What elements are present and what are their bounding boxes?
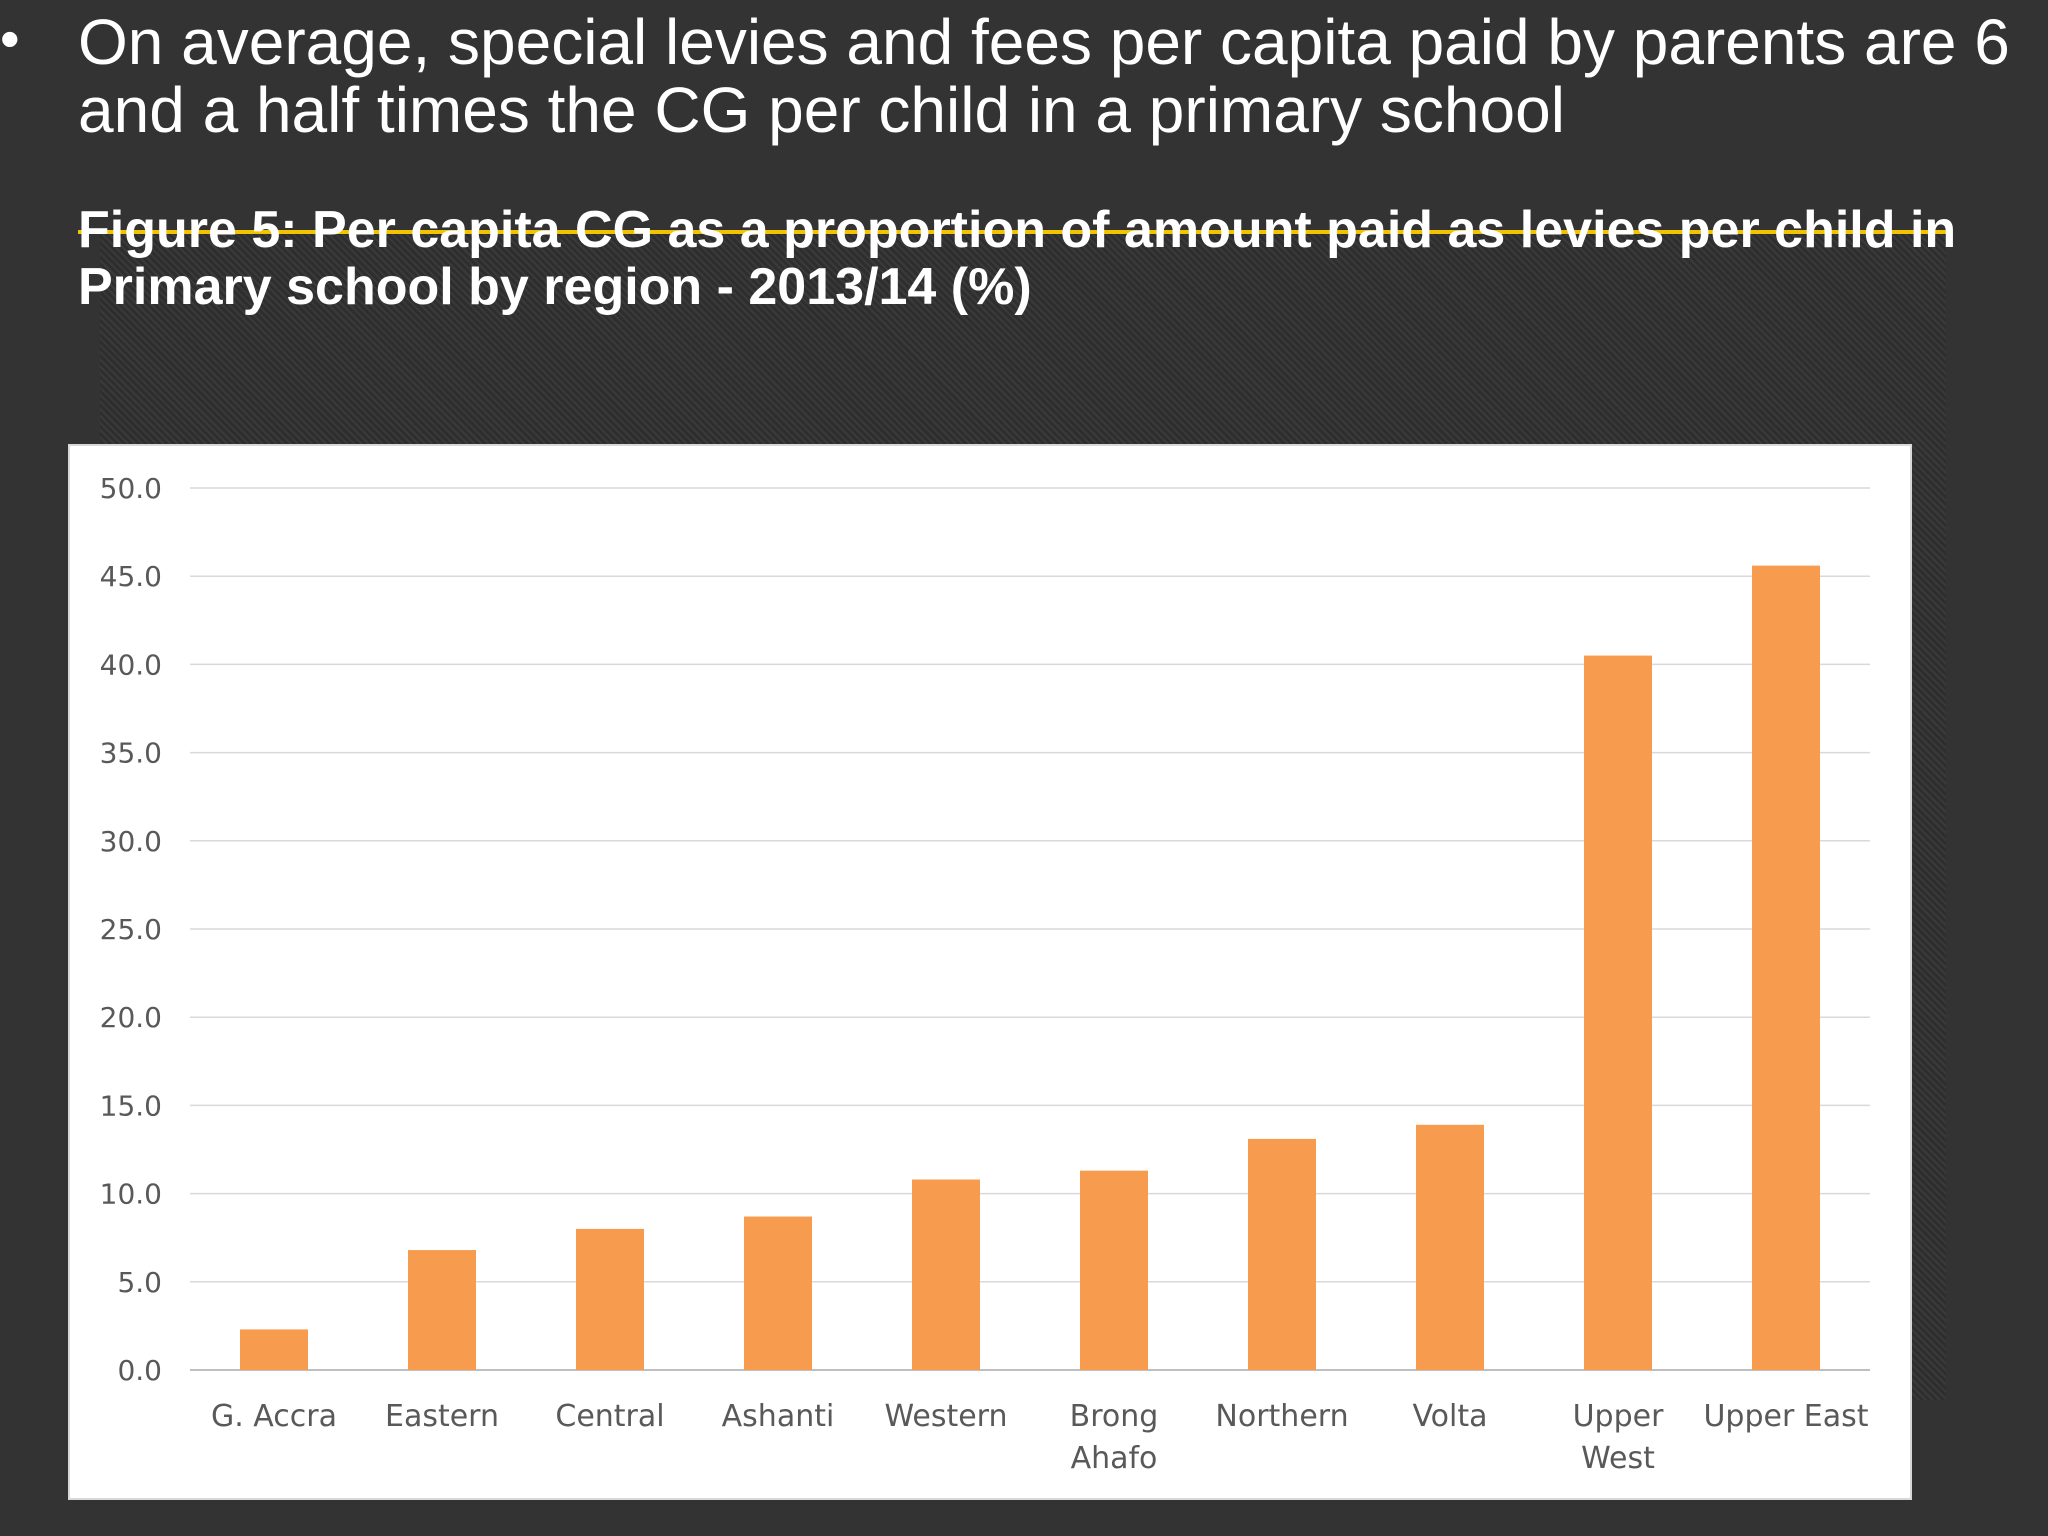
y-tick-label: 50.0 [100, 472, 162, 505]
category-label: Western [884, 1399, 1007, 1434]
bar-8 [1416, 1124, 1484, 1370]
category-label: Volta [1412, 1399, 1487, 1434]
category-label: Upper West [1573, 1399, 1665, 1476]
category-label-line: Eastern [385, 1399, 499, 1434]
category-label: Ashanti [722, 1399, 835, 1434]
category-label: Northern [1215, 1399, 1348, 1434]
category-label: G. Accra [211, 1399, 337, 1434]
y-tick-label: 35.0 [100, 737, 162, 770]
category-label-line: Northern [1215, 1399, 1348, 1434]
category-label-line: Volta [1412, 1399, 1487, 1434]
bar-3 [576, 1228, 644, 1370]
category-label-line: Ahafo [1071, 1441, 1158, 1476]
y-tick-label: 5.0 [117, 1266, 162, 1299]
bar-9 [1584, 655, 1652, 1370]
bullet-marker: • [0, 7, 20, 70]
category-label-line: West [1581, 1441, 1655, 1476]
y-tick-label: 40.0 [100, 648, 162, 681]
category-label-line: Upper [1573, 1399, 1665, 1434]
category-label: Brong Ahafo [1070, 1399, 1159, 1476]
bar-10 [1752, 565, 1820, 1370]
accent-line [78, 230, 1946, 234]
bar-4 [744, 1216, 812, 1370]
bar-2 [408, 1250, 476, 1370]
category-label-line: Ashanti [722, 1399, 835, 1434]
y-tick-label: 15.0 [100, 1089, 162, 1122]
category-label-line: Central [555, 1399, 664, 1434]
category-label: Upper East [1703, 1399, 1868, 1434]
y-tick-label: 45.0 [100, 560, 162, 593]
bar-7 [1248, 1138, 1316, 1370]
category-label-line: Brong [1070, 1399, 1159, 1434]
y-tick-label: 10.0 [100, 1178, 162, 1211]
y-tick-label: 0.0 [117, 1354, 162, 1387]
bar-5 [912, 1179, 980, 1370]
category-label-line: Western [884, 1399, 1007, 1434]
y-tick-label: 20.0 [100, 1001, 162, 1034]
category-label: Eastern [385, 1399, 499, 1434]
y-tick-label: 30.0 [100, 825, 162, 858]
category-label: Central [555, 1399, 664, 1434]
bar-6 [1080, 1170, 1148, 1370]
chart-panel: 0.0 5.0 10.0 15.0 20.0 25.0 30.0 35.0 40.0 45.0 50… [68, 444, 1912, 1500]
category-label-line: G. Accra [211, 1399, 337, 1434]
figure-title: Figure 5: Per capita CG as a proportion … [78, 201, 1957, 316]
y-tick-label: 25.0 [100, 913, 162, 946]
bullet-text: On average, special levies and fees per … [78, 6, 2010, 146]
category-label-line: Upper East [1703, 1399, 1868, 1434]
bar-chart: 0.0 5.0 10.0 15.0 20.0 25.0 30.0 35.0 40.0 45.0 50… [100, 472, 1870, 1476]
bar-1 [240, 1329, 308, 1370]
